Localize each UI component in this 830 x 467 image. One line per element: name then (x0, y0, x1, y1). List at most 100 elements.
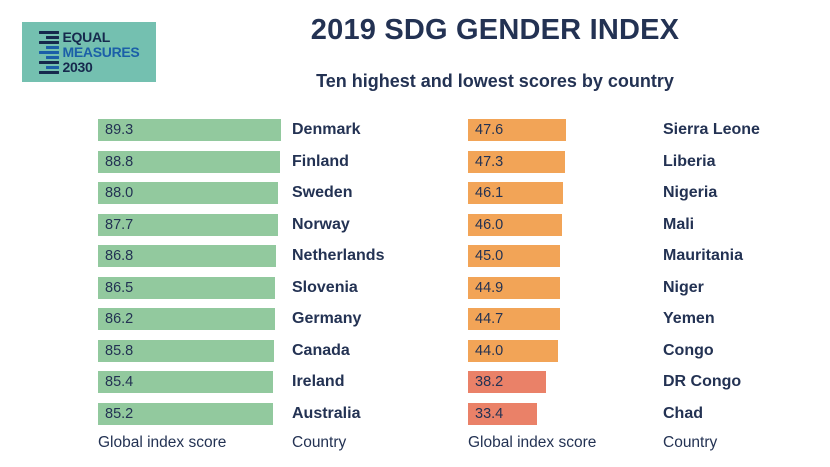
bar-rows: 47.6 Sierra Leone 47.3 Liberia 46.1 Nigeria 46… (468, 119, 760, 425)
country-label: Liberia (663, 152, 716, 170)
score-value: 47.3 (475, 153, 504, 170)
bar-row: 47.6 Sierra Leone (468, 119, 760, 141)
score-bar: 46.0 (468, 213, 563, 236)
score-bar: 88.0 (98, 182, 279, 204)
score-bar: 85.8 (98, 339, 274, 362)
score-value: 86.8 (105, 248, 134, 264)
bar-row: 86.8 Netherlands (98, 245, 384, 267)
score-value: 88.8 (105, 153, 134, 170)
ruler-tick (45, 35, 59, 39)
country-label: Sierra Leone (663, 121, 760, 138)
country-label: Ireland (292, 373, 345, 390)
bar-row: 33.4 Chad (468, 402, 703, 425)
axis-labels: Global index score Country (98, 434, 346, 454)
score-bar: 46.1 (468, 182, 563, 204)
country-label: Germany (292, 310, 362, 327)
score-bar: 85.2 (98, 402, 273, 425)
bar-group-highest: 89.3 Denmark 88.8 Finland 88.0 Sweden 87.7 Norw… (98, 119, 384, 454)
country-label: Mali (663, 215, 695, 233)
score-bar: 86.8 (98, 245, 276, 267)
country-label: Chad (663, 404, 703, 422)
country-label: Mauritania (663, 247, 744, 264)
score-bar: 47.6 (468, 119, 566, 141)
score-bar: 85.4 (98, 371, 274, 393)
score-value: 87.7 (105, 216, 134, 233)
ruler-tick (38, 30, 59, 34)
bar-row: 85.4 Ireland (98, 371, 344, 393)
score-value: 88.0 (105, 185, 134, 201)
ruler-tick (38, 50, 59, 54)
logo-wordmark: EQUAL MEASURES 2030 (62, 28, 140, 75)
score-value: 86.2 (105, 311, 134, 327)
score-bar: 44.9 (468, 276, 560, 299)
score-bar: 33.4 (468, 402, 537, 425)
score-bar: 87.7 (98, 213, 278, 236)
country-label: Congo (663, 341, 714, 359)
ruler-tick (45, 55, 59, 59)
axis-labels: Global index score Country (468, 434, 717, 454)
score-axis-label: Global index score (98, 434, 227, 451)
score-bar: 88.8 (98, 150, 280, 173)
country-label: Sweden (292, 184, 353, 201)
ruler-tick (38, 60, 59, 64)
bar-row: 85.8 Canada (98, 339, 350, 362)
score-value: 45.0 (475, 248, 504, 264)
score-bar: 89.3 (98, 119, 282, 141)
bar-row: 44.0 Congo (468, 339, 714, 362)
score-value: 85.2 (105, 405, 134, 422)
ruler-tick (38, 70, 59, 74)
bar-row: 44.9 Niger (468, 276, 704, 299)
score-value: 33.4 (475, 405, 504, 422)
score-bar: 86.5 (98, 276, 276, 299)
bar-row: 88.0 Sweden (98, 182, 352, 204)
ruler-ticks-icon (38, 30, 59, 74)
bar-row: 46.1 Nigeria (468, 182, 717, 204)
country-label: Nigeria (663, 184, 718, 201)
score-bar: 45.0 (468, 245, 561, 267)
score-value: 47.6 (475, 122, 504, 138)
country-label: Norway (292, 215, 350, 233)
country-axis-label: Country (292, 434, 347, 451)
score-bar: 44.7 (468, 308, 560, 330)
score-value: 86.5 (105, 279, 134, 296)
bar-rows: 89.3 Denmark 88.8 Finland 88.0 Sweden 87.7 Norw… (98, 119, 384, 425)
bar-row: 47.3 Liberia (468, 150, 715, 173)
bar-row: 45.0 Mauritania (468, 245, 743, 267)
score-value: 38.2 (475, 374, 504, 390)
country-label: Canada (292, 341, 350, 359)
score-value: 44.0 (475, 342, 504, 359)
score-bar: 44.0 (468, 339, 559, 362)
country-axis-label: Country (663, 434, 718, 451)
country-label: Australia (292, 404, 361, 422)
bar-row: 38.2 DR Congo (468, 371, 741, 393)
bar-group-lowest: 47.6 Sierra Leone 47.3 Liberia 46.1 Nigeria 46… (468, 119, 760, 454)
country-label: Yemen (663, 310, 715, 327)
logo-line-2030: 2030 (62, 58, 93, 75)
score-value: 44.7 (475, 311, 504, 327)
ruler-tick (38, 40, 59, 44)
bar-row: 89.3 Denmark (98, 119, 360, 141)
page-title: 2019 SDG GENDER INDEX (310, 14, 680, 46)
page-subtitle: Ten highest and lowest scores by country (316, 71, 674, 91)
score-value: 85.4 (105, 374, 134, 390)
bar-row: 86.2 Germany (98, 308, 361, 330)
ruler-tick (45, 45, 59, 49)
equal-measures-2030-logo: EQUAL MEASURES 2030 (22, 22, 156, 82)
score-bar: 38.2 (468, 371, 547, 393)
bar-row: 87.7 Norway (98, 213, 350, 236)
ruler-tick (45, 65, 59, 69)
score-bar: 86.2 (98, 308, 275, 330)
score-axis-label: Global index score (468, 434, 597, 451)
score-value: 46.0 (475, 216, 504, 233)
bar-row: 44.7 Yemen (468, 308, 715, 330)
country-label: DR Congo (663, 373, 742, 390)
logo-line-equal: EQUAL (62, 28, 111, 45)
country-label: Finland (292, 152, 349, 170)
logo-line-measures: MEASURES (62, 43, 140, 60)
score-bar: 47.3 (468, 150, 565, 173)
score-value: 46.1 (475, 185, 504, 201)
bar-row: 46.0 Mali (468, 213, 694, 236)
country-label: Netherlands (292, 247, 385, 264)
score-value: 85.8 (105, 342, 134, 359)
bar-row: 88.8 Finland (98, 150, 349, 173)
